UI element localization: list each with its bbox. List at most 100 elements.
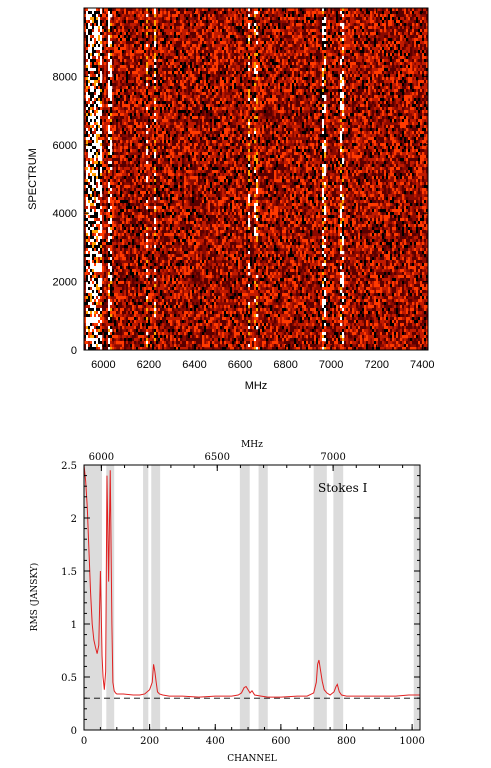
- heatmap-cell: [382, 77, 385, 81]
- heatmap-cell: [200, 53, 203, 57]
- heatmap-cell: [426, 50, 429, 54]
- heatmap-cell: [190, 74, 193, 78]
- heatmap-cell: [106, 8, 109, 12]
- heatmap-cell: [250, 110, 253, 114]
- heatmap-cell: [274, 20, 277, 24]
- heatmap-cell: [410, 50, 413, 54]
- heatmap-cell: [406, 95, 409, 99]
- heatmap-cell: [116, 32, 119, 36]
- heatmap-cell: [192, 50, 195, 54]
- heatmap-cell: [336, 56, 339, 60]
- heatmap-cell: [224, 41, 227, 45]
- heatmap-cell: [246, 17, 249, 21]
- heatmap-cell: [206, 95, 209, 99]
- heatmap-cell: [128, 107, 131, 111]
- heatmap-cell: [102, 80, 105, 84]
- heatmap-cell: [130, 23, 133, 27]
- heatmap-cell: [132, 29, 135, 33]
- heatmap-cell: [346, 110, 349, 114]
- heatmap-cell: [252, 23, 255, 27]
- heatmap-cell: [212, 74, 215, 78]
- heatmap-cell: [242, 32, 245, 36]
- heatmap-cell: [296, 68, 299, 72]
- heatmap-cell: [126, 20, 129, 24]
- heatmap-cell: [364, 89, 367, 93]
- heatmap-cell: [244, 113, 247, 117]
- heatmap-cell: [164, 44, 167, 48]
- heatmap-cell: [272, 68, 275, 72]
- heatmap-cell: [206, 53, 209, 57]
- heatmap-cell: [362, 41, 365, 45]
- heatmap-cell: [170, 56, 173, 60]
- heatmap-cell: [216, 107, 219, 111]
- heatmap-cell: [334, 68, 337, 72]
- heatmap-cell: [274, 32, 277, 36]
- heatmap-cell: [288, 29, 291, 33]
- heatmap-cell: [222, 65, 225, 69]
- heatmap-cell: [324, 89, 327, 93]
- heatmap-cell: [378, 14, 381, 18]
- heatmap-cell: [92, 50, 95, 54]
- heatmap-cell: [264, 11, 267, 15]
- heatmap-cell: [266, 29, 269, 33]
- heatmap-cell: [242, 56, 245, 60]
- heatmap-cell: [348, 110, 351, 114]
- heatmap-cell: [156, 71, 159, 75]
- heatmap-cell: [144, 53, 147, 57]
- heatmap-cell: [400, 101, 403, 105]
- heatmap-cell: [270, 38, 273, 42]
- heatmap-cell: [214, 116, 217, 120]
- heatmap-cell: [306, 89, 309, 93]
- heatmap-cell: [228, 98, 231, 102]
- heatmap-cell: [278, 89, 281, 93]
- heatmap-cell: [416, 29, 419, 33]
- heatmap-cell: [284, 83, 287, 87]
- heatmap-cell: [142, 110, 145, 114]
- heatmap-cell: [240, 89, 243, 93]
- heatmap-cell: [190, 98, 193, 102]
- heatmap-cell: [268, 8, 271, 12]
- heatmap-cell: [160, 113, 163, 117]
- heatmap-cell: [288, 20, 291, 24]
- heatmap-cell: [378, 62, 381, 66]
- heatmap-cell: [118, 44, 121, 48]
- heatmap-cell: [268, 107, 271, 111]
- heatmap-cell: [252, 113, 255, 117]
- heatmap-cell: [394, 44, 397, 48]
- heatmap-cell: [86, 32, 89, 36]
- heatmap-cell: [370, 80, 373, 84]
- heatmap-cell: [212, 32, 215, 36]
- heatmap-cell: [424, 56, 427, 60]
- heatmap-cell: [384, 50, 387, 54]
- heatmap-cell: [240, 50, 243, 54]
- heatmap-cell: [400, 11, 403, 15]
- heatmap-cell: [332, 86, 335, 90]
- heatmap-cell: [322, 50, 325, 54]
- heatmap-cell: [292, 74, 295, 78]
- heatmap-cell: [414, 95, 417, 99]
- heatmap-cell: [378, 80, 381, 84]
- heatmap-cell: [378, 56, 381, 60]
- heatmap-cell: [300, 86, 303, 90]
- heatmap-cell: [362, 83, 365, 87]
- heatmap-cell: [242, 20, 245, 24]
- heatmap-cell: [418, 113, 421, 117]
- heatmap-cell: [288, 32, 291, 36]
- heatmap-cell: [96, 89, 99, 93]
- heatmap-cell: [274, 68, 277, 72]
- heatmap-cell: [412, 38, 415, 42]
- heatmap-cell: [418, 50, 421, 54]
- heatmap-cell: [190, 113, 193, 117]
- heatmap-cell: [246, 86, 249, 90]
- heatmap-cell: [110, 44, 113, 48]
- heatmap-cell: [376, 113, 379, 117]
- heatmap-cell: [164, 62, 167, 66]
- heatmap-cell: [182, 68, 185, 72]
- heatmap-cell: [312, 74, 315, 78]
- heatmap-cell: [222, 110, 225, 114]
- heatmap-cell: [376, 68, 379, 72]
- heatmap-cell: [330, 59, 333, 63]
- heatmap-cell: [178, 8, 181, 12]
- heatmap-cell: [288, 44, 291, 48]
- heatmap-cell: [150, 71, 153, 75]
